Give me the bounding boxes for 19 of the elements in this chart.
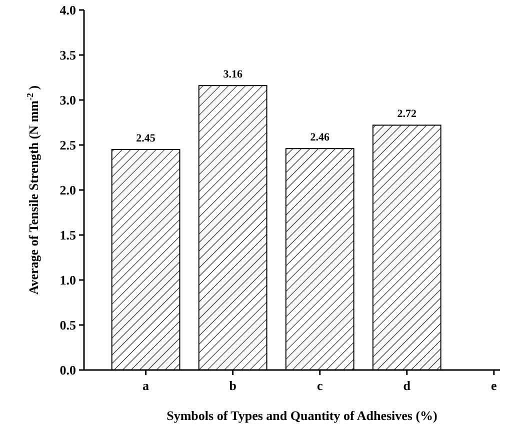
data-label: 2.72 [397, 108, 418, 120]
x-tick-label: b [229, 378, 236, 393]
x-tick-label: d [403, 378, 412, 393]
y-tick-label: 0.5 [60, 318, 76, 333]
x-tick-label: e [491, 378, 498, 393]
y-tick-label: 3.0 [60, 92, 76, 108]
y-tick-label: 0.0 [60, 362, 76, 378]
y-tick-label: 4.0 [60, 2, 76, 18]
y-tick-label: 3.5 [60, 48, 76, 63]
y-tick-label: 2.5 [60, 138, 76, 153]
y-tick-label: 2.0 [60, 182, 76, 198]
data-label: 2.45 [136, 132, 156, 144]
x-axis-title: Symbols of Types and Quantity of Adhesives (%) [166, 408, 438, 423]
x-tick-label: c [316, 378, 323, 393]
data-label: 2.46 [310, 132, 330, 144]
y-tick-label: 1.5 [60, 228, 76, 243]
x-tick-label: a [142, 378, 150, 393]
data-label: 3.16 [223, 68, 243, 81]
y-tick-label: 1.0 [60, 272, 76, 288]
